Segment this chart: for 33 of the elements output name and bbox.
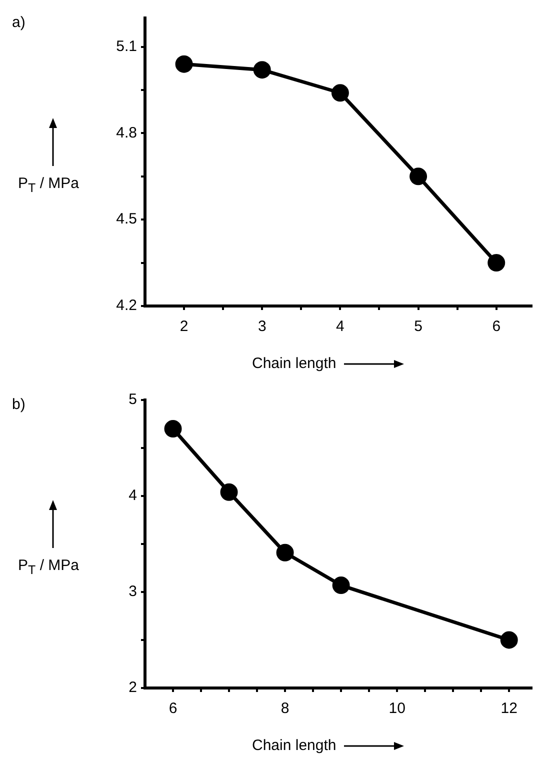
point (332, 576, 350, 594)
x-axis-title: Chain length (252, 737, 336, 754)
point (276, 544, 294, 562)
point (253, 61, 271, 79)
y-tick-label: 4.2 (116, 297, 137, 314)
y-tick-label: 5 (128, 391, 137, 408)
x-tick-label: 4 (336, 318, 344, 336)
y-tick-label: 4 (128, 487, 137, 504)
point (220, 483, 238, 501)
point (488, 254, 506, 272)
x-tick-label: 2 (180, 318, 188, 336)
text: b) (12, 396, 26, 413)
y-tick-label: 4.5 (116, 210, 137, 228)
y-tick-label: 3 (128, 583, 137, 600)
point (410, 168, 428, 186)
x-tick-label: 6 (168, 700, 178, 718)
point (500, 631, 518, 649)
x-tick-label: 3 (258, 318, 266, 336)
y-tick-label: 4.8 (116, 124, 137, 142)
y-axis-title: P$_{T}$ / MPa (18, 175, 80, 195)
x-tick-label: 8 (280, 700, 290, 718)
x-tick-label: 12 (500, 700, 518, 718)
point (164, 420, 182, 438)
y-axis-title: P$_{T}$ / MPa (18, 557, 80, 577)
x-tick-label: 10 (388, 700, 406, 718)
x-axis-title: Chain length (252, 355, 336, 372)
x-tick-label: 6 (492, 318, 501, 336)
point (175, 55, 193, 73)
y-tick-label: 2 (128, 679, 137, 696)
point (331, 84, 349, 102)
x-tick-label: 5 (414, 318, 422, 336)
y-tick-label: 5.1 (116, 38, 137, 55)
text: a) (12, 14, 26, 31)
